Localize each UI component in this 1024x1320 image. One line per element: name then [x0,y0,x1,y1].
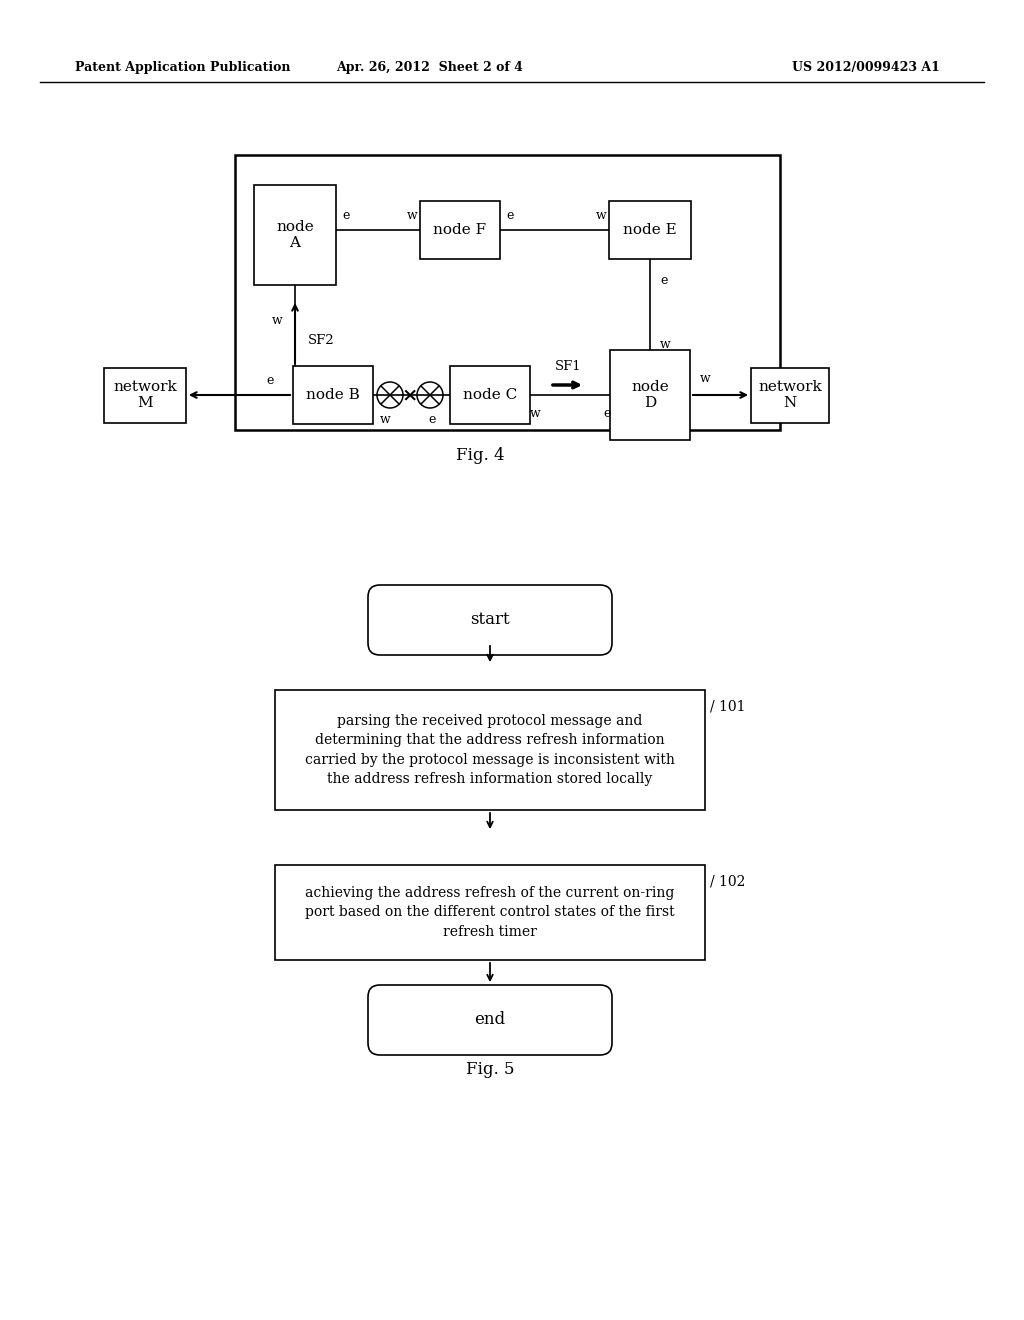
Text: / 102: / 102 [710,874,745,888]
Text: e: e [603,407,610,420]
FancyBboxPatch shape [420,201,500,259]
Text: w: w [407,209,418,222]
Text: e: e [506,209,514,222]
Text: Patent Application Publication: Patent Application Publication [75,62,291,74]
Text: start: start [470,611,510,628]
FancyBboxPatch shape [609,201,691,259]
Text: SF2: SF2 [308,334,335,346]
Text: e: e [266,374,273,387]
Text: node
D: node D [631,380,669,411]
FancyBboxPatch shape [234,154,780,430]
FancyBboxPatch shape [368,585,612,655]
Text: Fig. 5: Fig. 5 [466,1061,514,1078]
Text: ×: × [401,385,418,404]
Text: Apr. 26, 2012  Sheet 2 of 4: Apr. 26, 2012 Sheet 2 of 4 [337,62,523,74]
Text: w: w [660,338,671,351]
Text: e: e [660,273,668,286]
Text: end: end [474,1011,506,1028]
FancyBboxPatch shape [275,690,705,810]
Text: w: w [596,209,606,222]
Text: SF1: SF1 [555,360,582,374]
Text: Fig. 4: Fig. 4 [456,446,504,463]
FancyBboxPatch shape [293,366,373,424]
FancyBboxPatch shape [254,185,336,285]
Text: network
M: network M [113,380,177,411]
FancyBboxPatch shape [610,350,690,440]
Text: / 101: / 101 [710,700,745,714]
Text: node E: node E [624,223,677,238]
Text: US 2012/0099423 A1: US 2012/0099423 A1 [793,62,940,74]
Text: node
A: node A [276,220,314,249]
Text: e: e [428,413,435,426]
Text: node C: node C [463,388,517,403]
Text: w: w [272,314,283,326]
Text: w: w [699,372,711,385]
FancyBboxPatch shape [450,366,530,424]
Text: network
N: network N [758,380,822,411]
FancyBboxPatch shape [368,985,612,1055]
Text: w: w [380,413,390,426]
FancyBboxPatch shape [104,367,186,422]
Text: parsing the received protocol message and
determining that the address refresh i: parsing the received protocol message an… [305,714,675,787]
Text: e: e [342,209,349,222]
Text: achieving the address refresh of the current on-ring
port based on the different: achieving the address refresh of the cur… [305,886,675,939]
FancyBboxPatch shape [275,865,705,960]
Text: w: w [529,407,541,420]
Text: node B: node B [306,388,359,403]
FancyBboxPatch shape [751,367,829,422]
Text: node F: node F [433,223,486,238]
